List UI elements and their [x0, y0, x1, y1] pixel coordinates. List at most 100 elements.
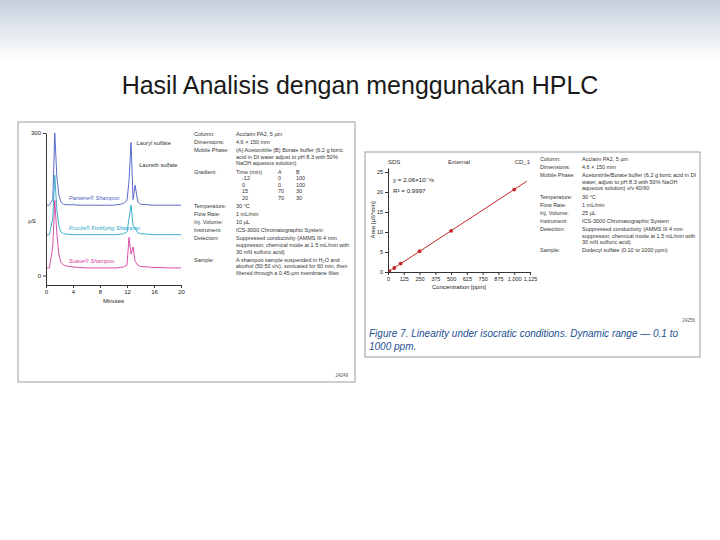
tick: 1,125: [524, 272, 538, 282]
method-value: 30 °C: [236, 203, 250, 209]
text-line: Dodecyl sulfate (0.10 to 1000 ppm): [582, 247, 668, 253]
text-line: 30 mN sulfuric acid): [582, 239, 631, 245]
figure-panel: [365, 152, 700, 357]
tick-mark: [498, 272, 499, 275]
text-line: 30 °C: [582, 194, 596, 200]
tick: 0: [387, 272, 390, 282]
method-label: Flow Rate:: [540, 202, 567, 208]
tick-label: 875: [494, 276, 503, 282]
tick: 20: [377, 189, 388, 195]
text-line: 1000 ppm.: [369, 341, 416, 352]
annotation: Laureth sulfate: [139, 162, 177, 168]
method-value: 30 °C: [582, 194, 596, 200]
chart-header: CD_1: [515, 159, 531, 165]
tick-label: 625: [463, 276, 472, 282]
method-value: Acclaim PA2, 5 µm: [582, 156, 629, 162]
tick-label: 1,000: [508, 276, 522, 282]
table-header: Time (min): [236, 169, 262, 175]
table-cell: 100: [296, 175, 305, 181]
text-line: alcohol (50:50 v/v), sonicated for 60 mi…: [236, 263, 347, 269]
method-value: Acclaim PA2, 5 µm: [236, 131, 283, 137]
method-label: Sample:: [194, 257, 215, 263]
tick: 625: [463, 272, 472, 282]
method-value: ICS-3000 Chromatographic System: [236, 227, 323, 233]
tick-label: 0: [380, 269, 383, 275]
series-label: Pantene® Shampoo: [69, 195, 119, 201]
annotation: R² = 0.9997: [393, 187, 426, 194]
text-line: 4.6 × 150 mm: [236, 139, 270, 145]
tick: 5: [380, 249, 388, 255]
tick: 300: [31, 130, 46, 136]
tick-mark: [420, 272, 421, 275]
text-line: suppressor, chemical mode at 1.5 mL/min …: [236, 242, 349, 248]
table-cell: 0: [278, 175, 281, 181]
text-line: suppressor, chemical mode at 1.5 mL/min …: [582, 233, 695, 239]
tick-mark: [385, 252, 388, 253]
plot-marks: [388, 181, 527, 272]
method-value: Dodecyl sulfate (0.10 to 1000 ppm): [582, 247, 668, 253]
text-line: aqueous solution) v/v 40/60: [582, 185, 649, 191]
text-line: ICS-3000 Chromatographic System: [236, 227, 323, 233]
table-cell: 70: [278, 188, 284, 194]
axis-line: [388, 169, 389, 273]
method-value: (A) Acetonitrile (B) Borate buffer (6.2 …: [236, 147, 343, 166]
series-line: [46, 133, 181, 205]
table-cell: 0: [242, 182, 245, 188]
annotation: Lauryl sulfate: [136, 140, 170, 146]
tick: 20: [178, 285, 185, 295]
tick-mark: [385, 272, 388, 273]
tick-label: 750: [479, 276, 488, 282]
series-line: [46, 200, 181, 268]
text-line: 25 µL: [582, 210, 596, 216]
x-axis: 048121620: [45, 285, 186, 295]
slide-title: Hasil Analisis dengan menggunakan HPLC: [122, 71, 599, 99]
chart-header: External: [448, 159, 470, 165]
tick-label: 0: [45, 289, 49, 295]
text-line: (A) Acetonitrile (B) Borate buffer (6.2 …: [236, 147, 343, 153]
figure-caption: Figure 7. Linearity under isocratic cond…: [369, 328, 678, 352]
method-value: 1 mL/min: [236, 211, 259, 217]
chart-header: SDS: [388, 159, 400, 165]
method-value: Suppressed conductivity (AMMS III 4 mmsu…: [236, 235, 349, 254]
table-header: A: [278, 169, 282, 175]
tick-mark: [154, 285, 155, 288]
tick-mark: [100, 285, 101, 288]
method-label: Gradient:: [194, 169, 217, 175]
table-cell: 100: [296, 182, 305, 188]
method-label: Mobile Phase:: [194, 147, 229, 153]
tick: 16: [151, 285, 158, 295]
tick-mark: [181, 285, 182, 288]
method-value: 25 µL: [582, 210, 596, 216]
text-line: 1 mL/min: [236, 211, 259, 217]
table-cell: -12: [242, 175, 250, 181]
tick-label: 25: [377, 169, 383, 175]
table-cell: 15: [242, 188, 248, 194]
series-line: [388, 181, 527, 272]
method-label: Dimensions:: [194, 139, 225, 145]
tick-label: 16: [151, 289, 158, 295]
x-axis-title: Minutes: [103, 298, 124, 304]
slide: Hasil Analisis dengan menggunakan HPLC 0 4…: [0, 0, 720, 540]
text-line: NaOH aqueous solution): [236, 160, 296, 166]
text-line: 4.6 × 150 mm: [582, 164, 616, 170]
table-cell: 20: [242, 195, 248, 201]
tick: 875: [494, 272, 503, 282]
method-value: Acetonitrile/Borate buffer (6.2 g boric …: [581, 172, 696, 191]
figure-number: 24256: [682, 318, 695, 323]
tick-label: 0: [387, 276, 390, 282]
series-line: [46, 175, 181, 235]
method-label: Column:: [194, 131, 215, 137]
text-line: acid in DI water adjust to pH 8.3 with 5…: [236, 154, 338, 160]
method-value: ICS-3000 Chromatographic System: [582, 218, 669, 224]
tick-label: 0: [38, 273, 42, 279]
tick: 750: [479, 272, 488, 282]
tick-label: 125: [400, 276, 409, 282]
tick: 10: [377, 229, 388, 235]
tick-mark: [385, 172, 388, 173]
text-line: A shampoo sample suspended in H₂O and: [236, 257, 340, 263]
text-line: Suppressed conductivity (AMMS III 4 mm: [236, 235, 337, 241]
text-line: ICS-3000 Chromatographic System: [582, 218, 669, 224]
x-axis-title: Concentration [ppm]: [432, 284, 486, 290]
tick-label: 500: [447, 276, 456, 282]
text-line: water, adjust to pH 8.3 with 50% NaOH: [581, 179, 677, 185]
